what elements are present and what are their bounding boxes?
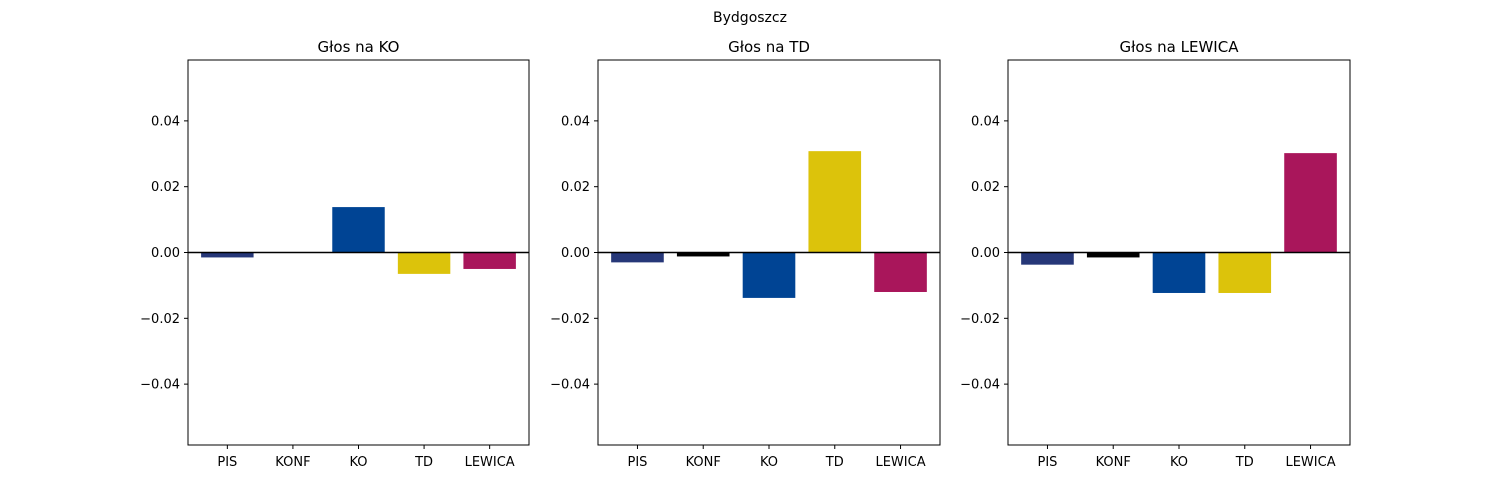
x-tick-label: LEWICA [1285, 455, 1335, 470]
bar-pis [201, 252, 254, 258]
y-tick-label: 0.00 [561, 246, 590, 261]
x-tick-label: TD [1235, 455, 1254, 470]
y-tick-label: −0.04 [550, 378, 590, 393]
y-tick-label: 0.02 [971, 180, 1000, 195]
bar-konf [676, 252, 730, 257]
bar-lewica [1284, 153, 1337, 253]
y-tick-label: −0.02 [140, 312, 180, 327]
x-tick-label: KONF [275, 455, 310, 470]
figure-title: Bydgoszcz [713, 10, 787, 26]
y-tick-label: 0.00 [971, 246, 1000, 261]
x-tick-label: PIS [627, 455, 647, 470]
bar-ko [1152, 252, 1206, 293]
bar-td [808, 151, 862, 253]
y-tick-label: −0.02 [550, 312, 590, 327]
bar-konf [1086, 252, 1140, 258]
y-tick-label: −0.04 [140, 378, 180, 393]
chart-title: Głos na TD [728, 38, 810, 56]
x-tick-label: PIS [1037, 455, 1057, 470]
chart-panel-3: −0.04 −0.02 0.00 0.02 0.04 PIS KONF KO TD LEWICA G… [960, 38, 1351, 470]
bar-td [1218, 252, 1272, 293]
y-tick-label: −0.02 [960, 312, 1000, 327]
x-tick-label: PIS [217, 455, 237, 470]
y-tick-label: 0.00 [151, 246, 180, 261]
x-tick-label: KO [1170, 455, 1188, 470]
x-tick-label: KONF [686, 455, 721, 470]
chart-panel-2: −0.04 −0.02 0.00 0.02 0.04 PIS KONF KO TD LEWICA G… [550, 38, 941, 470]
x-tick-label: KONF [1096, 455, 1131, 470]
x-tick-label: TD [414, 455, 433, 470]
y-tick-label: −0.04 [960, 378, 1000, 393]
x-tick-label: TD [825, 455, 844, 470]
bar-lewica [874, 252, 927, 292]
chart-title: Głos na LEWICA [1120, 38, 1240, 56]
y-tick-label: 0.02 [561, 180, 590, 195]
bar-pis [1021, 252, 1074, 265]
bar-ko [332, 207, 385, 253]
bar-pis [611, 252, 664, 263]
bar-ko [742, 252, 796, 298]
chart-title: Głos na KO [318, 38, 400, 56]
chart-panel-1: −0.04 −0.02 0.00 0.02 0.04 PIS KONF KO TD LEWICA G… [140, 38, 530, 470]
x-tick-label: LEWICA [875, 455, 925, 470]
x-tick-label: KO [760, 455, 778, 470]
bar-lewica [463, 252, 516, 269]
x-tick-label: LEWICA [465, 455, 515, 470]
y-tick-label: 0.04 [561, 114, 590, 129]
y-tick-label: 0.04 [151, 114, 180, 129]
y-tick-label: 0.02 [151, 180, 180, 195]
y-tick-label: 0.04 [971, 114, 1000, 129]
x-tick-label: KO [349, 455, 367, 470]
bar-td [397, 252, 451, 274]
